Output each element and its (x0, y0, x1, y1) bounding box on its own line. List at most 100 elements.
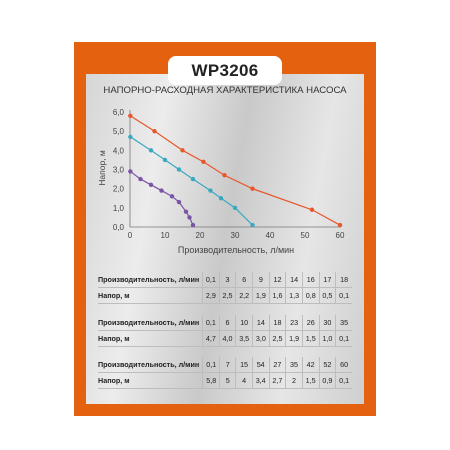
table-cell: 2 (285, 372, 303, 389)
table-cell: 52 (318, 357, 336, 373)
table-cell: 9 (252, 272, 270, 288)
table-cell: 0,1 (202, 357, 220, 373)
table-cell: 1,6 (268, 287, 286, 304)
table-cell: 60 (335, 357, 352, 373)
table-cell: 6 (218, 315, 236, 331)
table-cell: 2,7 (268, 372, 286, 389)
table-cell: 0,1 (335, 330, 352, 347)
data-point (152, 128, 157, 134)
row-label: Напор, м (98, 372, 203, 389)
flow-row: Производительность, л/мин 0,1 7 15 54 27 35 42 5… (98, 357, 352, 373)
table-cell: 0,8 (301, 287, 320, 304)
table-cell: 30 (318, 315, 336, 331)
table-cell: 16 (301, 272, 320, 288)
table-cell: 18 (335, 272, 352, 288)
table-cell: 3,0 (252, 330, 270, 347)
table-cell: 2,5 (218, 287, 236, 304)
table-cell: 12 (268, 272, 286, 288)
table-cell: 3 (218, 272, 236, 288)
table-cell: 2,2 (235, 287, 253, 304)
data-table-purple: Производительность, л/мин 0,1 3 6 9 12 14 16 17 1… (98, 272, 352, 304)
table-cell: 7 (219, 357, 236, 373)
row-label: Напор, м (98, 287, 203, 304)
flow-row: Производительность, л/мин 0,1 6 10 14 18 23 26 3… (98, 315, 352, 331)
table-cell: 1,5 (301, 372, 320, 389)
x-tick-label: 60 (336, 231, 345, 240)
series-blue (128, 134, 255, 228)
table-cell: 1,9 (285, 330, 303, 347)
row-label: Производительность, л/мин (98, 315, 203, 331)
table-cell: 35 (335, 315, 352, 331)
data-point (138, 176, 143, 182)
row-label: Напор, м (98, 330, 203, 347)
data-point (187, 215, 192, 220)
table-cell: 3,5 (235, 330, 253, 347)
table-cell: 17 (318, 272, 336, 288)
x-tick-label: 30 (231, 231, 240, 240)
table-cell: 4 (235, 372, 253, 389)
table-cell: 42 (301, 357, 320, 373)
data-point (148, 182, 154, 188)
y-tick-label: 2,0 (113, 185, 125, 194)
table-cell: 0,1 (202, 315, 220, 331)
table-cell: 3,4 (251, 372, 270, 389)
table-cell: 2,5 (268, 330, 286, 347)
data-point (337, 222, 343, 228)
data-table-orange: Производительность, л/мин 0,1 7 15 54 27 35 42 5… (98, 357, 352, 389)
x-tick-label: 50 (301, 231, 310, 240)
y-tick-label: 3,0 (113, 166, 125, 175)
series-line (130, 115, 341, 226)
table-cell: 26 (301, 315, 320, 331)
x-tick-label: 0 (128, 231, 133, 240)
data-point (159, 188, 164, 193)
head-row: Напор, м 2,9 2,5 2,2 1,9 1,6 1,3 0,8 0,5 0,1 (98, 287, 352, 304)
data-point (190, 222, 196, 228)
table-cell: 0,1 (335, 287, 352, 304)
series-line (130, 136, 253, 226)
table-cell: 23 (285, 315, 303, 331)
series-purple (128, 169, 196, 228)
brushed-metal-plate (86, 74, 364, 404)
table-cell: 14 (252, 315, 270, 331)
table-cell: 10 (235, 315, 253, 331)
y-tick-label: 0,0 (113, 223, 125, 232)
y-tick-label: 1,0 (113, 204, 125, 213)
x-tick-label: 20 (196, 231, 205, 240)
table-cell: 1,9 (252, 287, 270, 304)
row-label: Производительность, л/мин (98, 357, 203, 373)
data-point (128, 134, 133, 140)
pump-curve-chart: 0,0 1,0 2,0 3,0 4,0 5,0 6,0 0 10 20 30 40 50 60 Напо… (97, 108, 345, 255)
table-cell: 18 (268, 315, 286, 331)
data-point (218, 196, 224, 201)
table-cell: 15 (235, 357, 253, 373)
x-tick-label: 10 (161, 231, 170, 240)
x-tick-labels: 0 10 20 30 40 50 60 (128, 231, 345, 240)
data-point (180, 148, 185, 153)
table-cell: 35 (285, 357, 303, 373)
table-cell: 0,1 (335, 372, 352, 389)
data-point (250, 222, 255, 228)
y-tick-label: 6,0 (113, 108, 125, 117)
table-cell: 1,3 (285, 287, 303, 304)
data-point (128, 169, 133, 174)
data-point (250, 186, 255, 191)
table-cell: 6 (235, 272, 253, 288)
table-cell: 0,5 (318, 287, 336, 304)
table-cell: 1,5 (301, 330, 320, 347)
table-cell: 0,9 (318, 372, 336, 389)
row-label: Производительность, л/мин (98, 272, 203, 288)
model-badge: WP3206 (168, 56, 282, 85)
y-tick-label: 4,0 (113, 146, 125, 155)
model-name: WP3206 (191, 60, 259, 80)
table-cell: 54 (251, 357, 270, 373)
head-row: Напор, м 5,8 5 4 3,4 2,7 2 1,5 0,9 0,1 (98, 372, 352, 389)
table-cell: 27 (268, 357, 286, 373)
y-tick-labels: 0,0 1,0 2,0 3,0 4,0 5,0 6,0 (113, 108, 125, 232)
y-tick-label: 5,0 (113, 127, 125, 136)
data-point (201, 159, 206, 165)
data-point (162, 157, 168, 163)
data-point (190, 176, 196, 182)
data-point (176, 167, 182, 172)
table-cell: 1,0 (318, 330, 336, 347)
table-cell: 4,7 (202, 330, 220, 347)
